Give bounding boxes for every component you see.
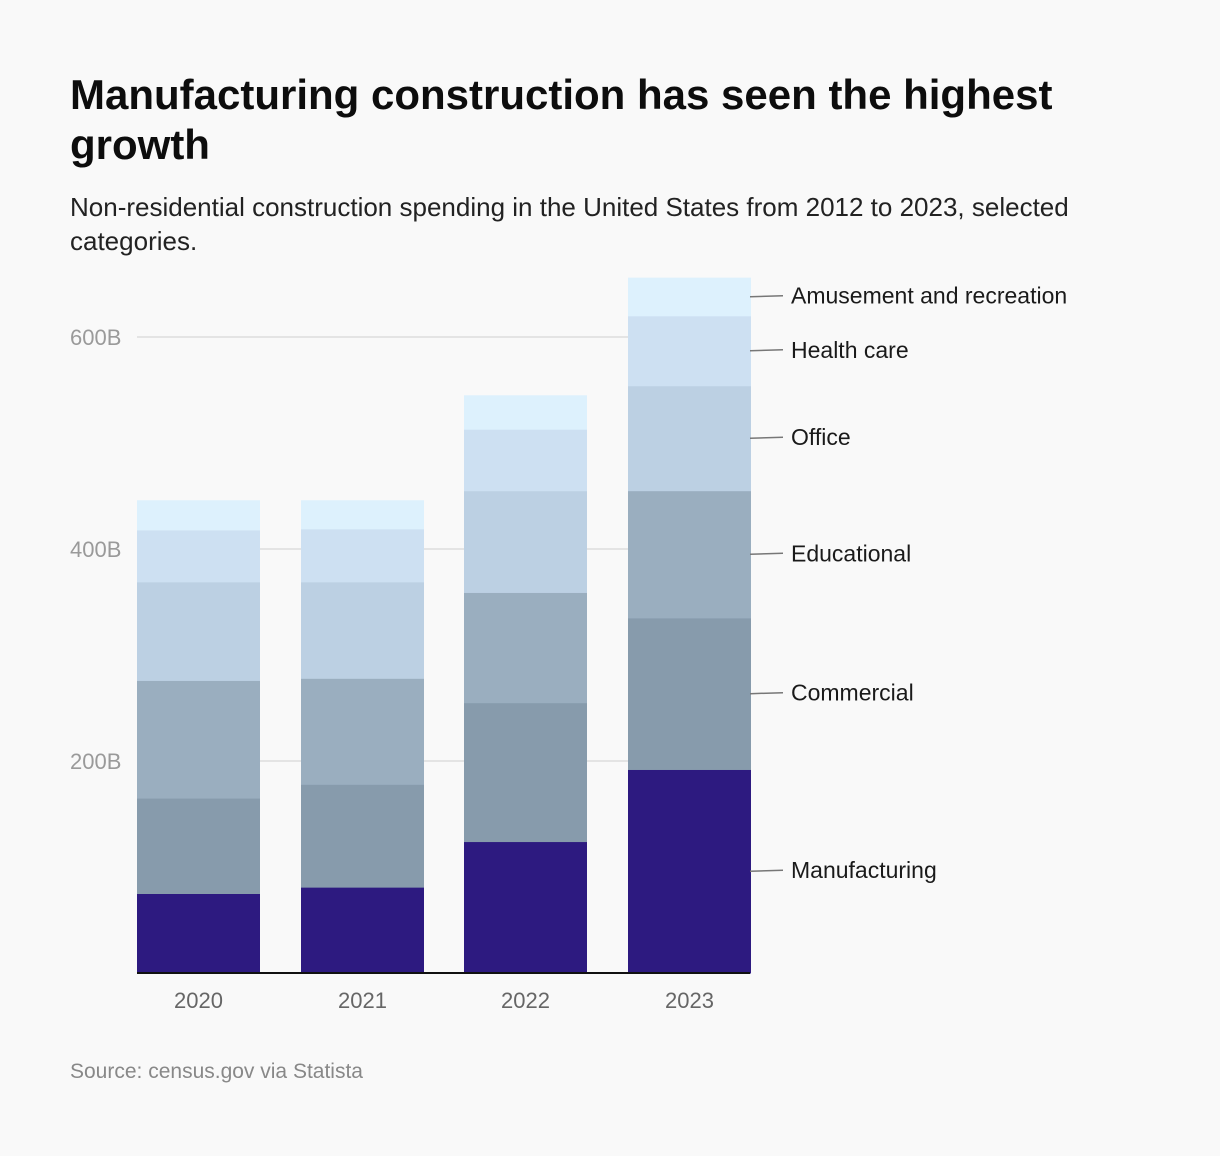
y-tick-label: 400B: [70, 537, 121, 562]
bar-segment: [137, 500, 260, 531]
legend-connector: [749, 349, 784, 352]
bar-segment: [301, 581, 424, 679]
legend-label: Health care: [791, 337, 909, 363]
bar-segment: [137, 581, 260, 681]
legend-label: Commercial: [791, 680, 914, 706]
legend-label: Office: [791, 424, 851, 450]
bar-segment: [301, 528, 424, 583]
legend-label: Amusement and recreation: [791, 283, 1067, 309]
bar-segment: [464, 429, 587, 492]
x-tick-label: 2021: [338, 988, 387, 1013]
bar-segment: [464, 490, 587, 593]
bar-segment: [628, 769, 751, 974]
legend: Manufacturing Commercial Educational Office…: [749, 283, 1067, 883]
legend-connector: [749, 869, 784, 872]
legend-label: Educational: [791, 540, 911, 566]
bar-segment: [628, 490, 751, 619]
bar-segment: [301, 784, 424, 888]
bar-segment: [464, 395, 587, 430]
x-tick-label: 2023: [665, 988, 714, 1013]
bar-segment: [137, 529, 260, 583]
bar-segment: [464, 702, 587, 843]
bar-segment: [464, 841, 587, 974]
bar-segment: [628, 315, 751, 387]
legend-label: Manufacturing: [791, 857, 937, 883]
bar-segment: [137, 798, 260, 894]
bar-segment: [137, 893, 260, 974]
legend-connector: [749, 436, 784, 439]
bar-segment: [628, 385, 751, 492]
bar-segment: [628, 277, 751, 317]
legend-connector: [749, 552, 784, 556]
bar-segment: [137, 680, 260, 799]
bar-segment: [301, 887, 424, 974]
bar-segment: [628, 617, 751, 770]
bars: [137, 277, 751, 974]
axes: 2020 2021 2022 2023: [137, 972, 750, 1013]
y-tick-label: 200B: [70, 749, 121, 774]
legend-connector: [749, 294, 784, 298]
chart-subtitle: Non-residential construction spending in…: [70, 192, 1069, 256]
x-tick-label: 2022: [501, 988, 550, 1013]
legend-connector: [749, 691, 784, 695]
y-tick-label: 600B: [70, 325, 121, 350]
bar-segment: [464, 592, 587, 704]
bar-segment: [301, 500, 424, 530]
bar-segment: [301, 678, 424, 785]
x-tick-label: 2020: [174, 988, 223, 1013]
source-note: Source: census.gov via Statista: [70, 1060, 363, 1083]
chart-title: Manufacturing construction has seen the …: [70, 71, 1053, 168]
